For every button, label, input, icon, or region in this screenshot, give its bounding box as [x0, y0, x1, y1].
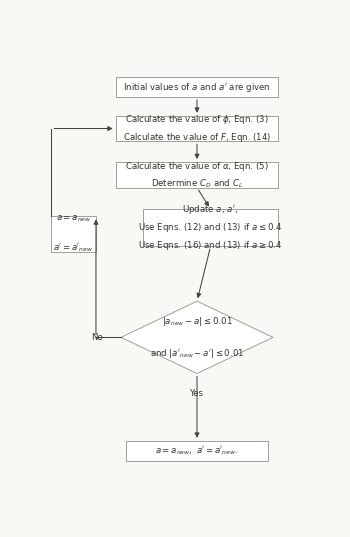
Text: Initial values of $a$ and $a'$ are given: Initial values of $a$ and $a'$ are given [123, 81, 271, 93]
Text: $a = a_{new}$

$a' = a'_{new}$: $a = a_{new}$ $a' = a'_{new}$ [54, 214, 94, 255]
FancyBboxPatch shape [116, 115, 278, 141]
Text: Yes: Yes [190, 389, 204, 398]
FancyBboxPatch shape [51, 216, 96, 251]
FancyBboxPatch shape [143, 209, 278, 246]
FancyBboxPatch shape [126, 441, 267, 461]
Text: $|a_{new} - a| \leq 0.01$

and $|a'_{new} - a'| \leq 0.01$: $|a_{new} - a| \leq 0.01$ and $|a'_{new}… [150, 315, 244, 360]
Text: Update $a$, $a'$,
Use Eqns. (12) and (13) if $a \leq 0.4$
Use Eqns. (16) and (13: Update $a$, $a'$, Use Eqns. (12) and (13… [138, 204, 283, 252]
Text: No: No [91, 333, 103, 342]
Polygon shape [121, 301, 273, 374]
FancyBboxPatch shape [116, 77, 278, 97]
FancyBboxPatch shape [116, 162, 278, 187]
Text: $a = a_{new},\ a' = a'_{new}.$: $a = a_{new},\ a' = a'_{new}.$ [155, 445, 239, 458]
Text: Calculate the value of $\phi$, Eqn. (3)
Calculate the value of $F$, Eqn. (14): Calculate the value of $\phi$, Eqn. (3) … [123, 113, 271, 144]
Text: Calculate the value of $\alpha$, Eqn. (5)
Determine $C_D$ and $C_L$: Calculate the value of $\alpha$, Eqn. (5… [125, 159, 269, 190]
